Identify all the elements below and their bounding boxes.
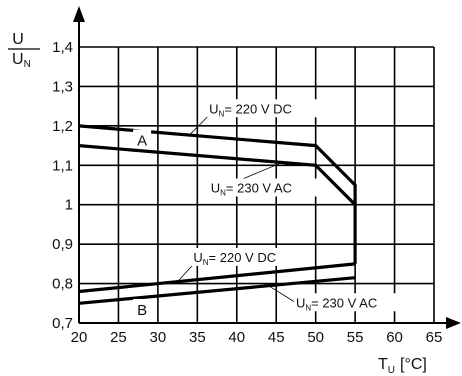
series-line-A-0 — [78, 124, 357, 205]
y-tick-label: 0,8 — [52, 276, 73, 293]
annotation-bg — [207, 99, 320, 118]
annotation-prefix: U — [296, 295, 305, 310]
annotation-sub: N — [219, 109, 225, 118]
y-tick-label: 1 — [65, 197, 73, 214]
x-tick-label: 45 — [268, 329, 285, 346]
x-tick-label: 35 — [189, 329, 206, 346]
y-tick-label: 1,4 — [52, 39, 73, 56]
y-tick-label: 0,9 — [52, 236, 73, 253]
series-line-B-2 — [78, 262, 356, 294]
x-tick-label: 30 — [150, 329, 167, 346]
x-tick-label: 25 — [110, 329, 127, 346]
annotation-prefix: U — [193, 250, 202, 265]
axes — [73, 6, 461, 329]
annotation-sub: N — [203, 258, 209, 267]
labels-layer: 20 25 30 35 40 45 50 55 60 65 0,7 0,8 0,9 1 1,1 1,2 1,3 1… — [8, 31, 442, 376]
y-tick-label: 1,2 — [52, 118, 73, 135]
annotation-label: UN= 220 V DC — [209, 101, 292, 118]
series-line-A-1 — [78, 144, 357, 264]
annotation-text: = 230 V AC — [226, 181, 292, 196]
y-tick-label: 1,3 — [52, 78, 73, 95]
annotation-prefix: U — [209, 101, 218, 116]
annotation-sub: N — [305, 303, 311, 312]
x-tick-label: 40 — [228, 329, 245, 346]
annotation-prefix: U — [211, 181, 220, 196]
x-tick-label: 20 — [71, 329, 88, 346]
x-tick-label: 50 — [307, 329, 324, 346]
annotation-bg — [208, 178, 321, 197]
curve-label-B: B — [137, 302, 147, 319]
x-axis-arrow — [446, 317, 461, 329]
x-axis-title: TU [°C] — [378, 356, 427, 376]
annotation-label: UN= 220 V DC — [193, 250, 276, 267]
curve-label-bg — [133, 129, 152, 148]
x-tick-label: 60 — [386, 329, 403, 346]
curve-label-bg — [133, 298, 152, 317]
y-axis-arrow — [73, 6, 85, 22]
x-axis-title-unit: [°C] — [400, 356, 427, 373]
annotation-bg — [293, 293, 406, 312]
y-axis-title-denominator-sub: N — [24, 59, 31, 70]
series-line-B-3 — [78, 276, 356, 305]
x-tick-label: 55 — [347, 329, 364, 346]
y-tick-label: 0,7 — [52, 315, 73, 332]
annotation-label: UN= 230 V AC — [296, 295, 377, 312]
annotation-sub: N — [220, 189, 226, 198]
x-axis-title-sub: U — [388, 365, 395, 376]
annotation-text: = 220 V DC — [209, 250, 277, 265]
annotation-text: = 220 V DC — [224, 101, 292, 116]
y-axis-title-denominator: UN — [12, 51, 31, 70]
y-axis-title-numerator: U — [12, 31, 24, 48]
annotation-bg — [191, 247, 304, 266]
annotation-label: UN= 230 V AC — [211, 181, 292, 198]
series-layer — [78, 124, 357, 305]
y-tick-label: 1,1 — [52, 157, 73, 174]
x-tick-label: 65 — [426, 329, 443, 346]
curve-label-A: A — [137, 132, 147, 149]
annotation-text: = 230 V AC — [311, 295, 377, 310]
